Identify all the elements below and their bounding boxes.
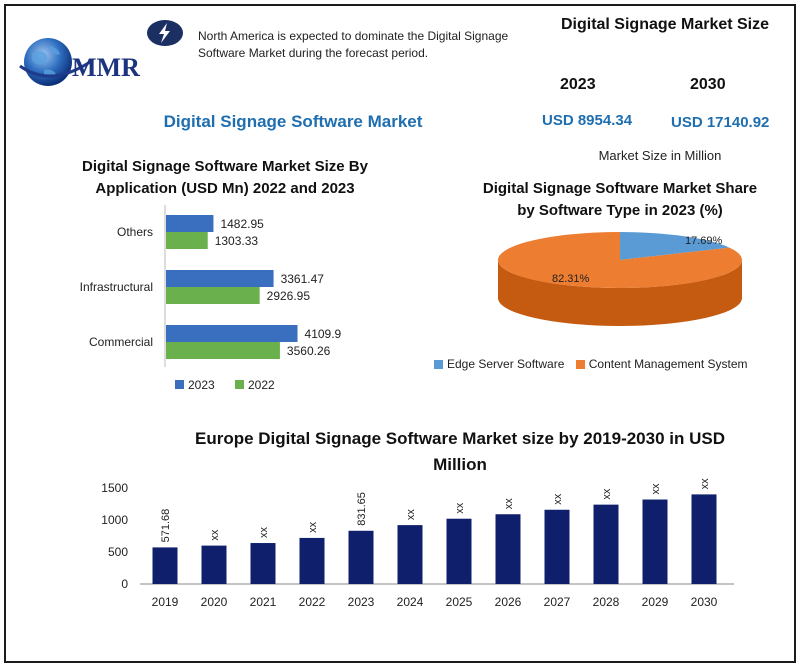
x-tick-2025: 2025 [446,595,473,609]
data-label-2023: 831.65 [356,492,368,526]
bar-2019 [152,547,178,584]
bar-2022-commercial [166,342,280,359]
bar-2023-others [166,215,214,232]
data-label-2026: xx [503,498,515,510]
data-label-2022-commercial: 3560.26 [287,344,331,358]
y-tick-1000: 1000 [101,513,128,527]
x-tick-2029: 2029 [642,595,669,609]
share-chart-title: Digital Signage Software Market Share by… [482,180,758,219]
pie-slice-edge-server [620,232,730,260]
y-tick-0: 0 [121,577,128,591]
data-label-2025: xx [454,502,466,513]
x-tick-2022: 2022 [299,595,326,609]
x-tick-2021: 2021 [250,595,277,609]
data-label-2022-infrastructural: 2926.95 [267,289,311,303]
data-label-2030: xx [699,478,711,490]
edge-server-swatch [434,360,443,370]
year-2023-label: 2023 [560,76,596,93]
category-label-commercial: Commercial [89,335,153,349]
bar-2030 [691,494,717,584]
bar-2027 [544,509,570,584]
x-tick-2027: 2027 [544,595,571,609]
bar-2022-others [166,232,208,249]
bar-2020 [201,545,227,584]
lightning-icon [146,19,184,47]
data-label-2027: xx [552,493,564,505]
bar-2028 [593,504,619,584]
forecast-note: North America is expected to dominate th… [198,29,509,60]
data-label-2023-others: 1482.95 [220,217,264,231]
bar-2024 [397,525,423,584]
logo-text: MMR [72,53,140,82]
pie-label-content-management: 82.31% [552,273,590,285]
bar-2022-infrastructural [166,287,260,304]
data-label-2022: xx [307,521,319,533]
content-management-swatch [575,360,585,370]
category-label-infrastructural: Infrastructural [80,280,153,294]
bar-2025 [446,518,472,584]
page-title: Digital Signage Software Market [163,112,423,131]
x-tick-2030: 2030 [691,595,718,609]
bar-2022 [299,537,325,584]
x-tick-2028: 2028 [593,595,620,609]
europe-chart-title: Europe Digital Signage Software Market s… [194,429,725,474]
legend-label-2022: 2022 [248,378,275,392]
bar-2023 [348,530,374,584]
data-label-2023-infrastructural: 3361.47 [281,272,325,286]
year-2030-label: 2030 [690,76,726,93]
data-label-2019: 571.68 [160,509,172,543]
market-size-title: Digital Signage Market Size [560,16,770,33]
x-tick-2023: 2023 [348,595,375,609]
bar-2026 [495,514,521,584]
value-2023: USD 8954.34 [542,112,633,129]
legend-label-2023: 2023 [188,378,215,392]
bar-2023-infrastructural [166,270,274,287]
data-label-2020: xx [209,529,221,541]
x-tick-2020: 2020 [201,595,228,609]
data-label-2029: xx [650,483,662,495]
legend-swatch-2023 [175,380,184,389]
value-2030: USD 17140.92 [671,114,770,131]
x-tick-2026: 2026 [495,595,522,609]
pie-legend: Edge Server Software Content Management … [434,357,748,371]
data-label-2028: xx [601,488,613,500]
x-tick-2024: 2024 [397,595,424,609]
pie-slice-content-management [497,232,742,288]
y-tick-1500: 1500 [101,481,128,495]
software-type-pie-chart: 17.69% 82.31% [497,232,742,326]
pie-legend-content: Content Management System [588,357,748,371]
mmr-logo: MMR [14,32,164,92]
data-label-2022-others: 1303.33 [215,234,259,248]
x-tick-2019: 2019 [152,595,179,609]
data-label-2021: xx [258,527,270,539]
size-unit-label: Market Size in Million [598,148,722,163]
bar-2029 [642,499,668,584]
pie-label-edge-server: 17.69% [685,235,723,247]
y-tick-500: 500 [108,545,128,559]
data-label-2024: xx [405,509,417,521]
application-bar-chart: Others 1482.95 1303.33 Infrastructural 3361.… [80,205,342,392]
bar-2023-commercial [166,325,298,342]
legend-swatch-2022 [235,380,244,389]
pie-legend-edge: Edge Server Software [447,357,565,371]
application-chart-title: Digital Signage Software Market Size By … [82,158,368,197]
data-label-2023-commercial: 4109.9 [305,327,342,341]
bar-2021 [250,543,276,584]
europe-bar-chart: 0 500 1000 1500 2019 571.68 2020 xx 2021 xx 2022 xx… [101,478,734,609]
pie-side-wall [498,260,742,326]
category-label-others: Others [117,225,153,239]
